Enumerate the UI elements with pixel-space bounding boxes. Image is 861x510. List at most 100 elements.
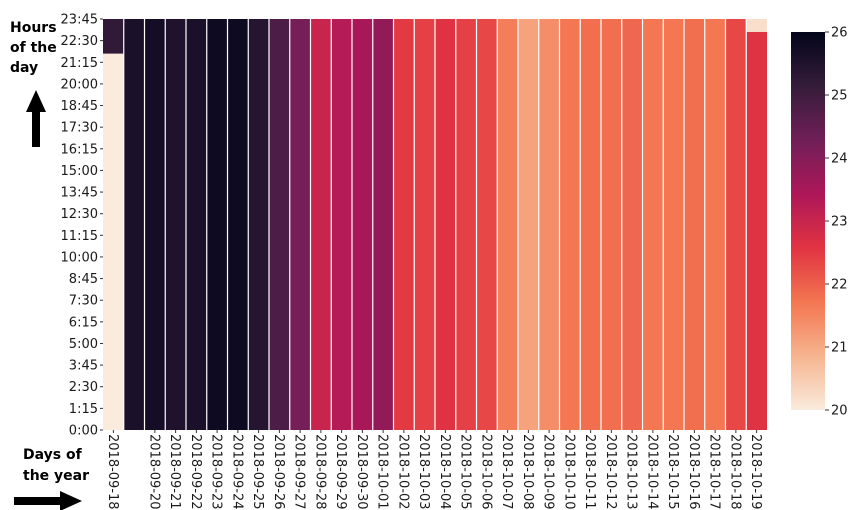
heatmap-column-2018-10-10 xyxy=(559,19,581,430)
heatmap-column-2018-10-01 xyxy=(372,19,394,430)
y-tick-label: 22:30 xyxy=(61,34,98,49)
x-tick-label: 2018-10-07 xyxy=(499,434,514,510)
x-tick-label: 2018-10-15 xyxy=(665,434,680,510)
y-tick-label: 11:15 xyxy=(61,229,98,244)
x-tick-label: 2018-09-29 xyxy=(333,434,348,510)
colorbar-tick-label: 23 xyxy=(831,215,848,230)
heatmap-column-2018-09-22 xyxy=(186,19,207,430)
heatmap-column-2018-10-08 xyxy=(518,19,539,430)
x-tick-label: 2018-09-26 xyxy=(271,434,286,510)
heatmap-column-2018-09-25 xyxy=(248,19,269,430)
y-tick-label: 8:45 xyxy=(69,272,98,287)
x-tick-label: 2018-10-19 xyxy=(748,434,763,510)
heatmap-column-2018-09-30 xyxy=(352,19,373,430)
heatmap-column-2018-10-12 xyxy=(601,19,622,430)
x-tick-label: 2018-10-09 xyxy=(541,434,556,510)
colorbar-tick-label: 25 xyxy=(831,89,848,104)
x-tick-label: 2018-10-10 xyxy=(561,434,576,510)
heatmap-column-2018-09-20 xyxy=(144,19,166,430)
heatmap-column-2018-10-16 xyxy=(684,19,705,430)
y-tick-label: 17:30 xyxy=(61,121,98,136)
heatmap-column-2018-09-28 xyxy=(310,19,332,430)
x-tick-label: 2018-09-27 xyxy=(292,434,307,510)
x-tick-label: 2018-10-05 xyxy=(458,434,473,510)
y-tick-label: 13:45 xyxy=(61,186,98,201)
x-tick-label: 2018-10-12 xyxy=(603,434,618,510)
y-tick-label: 21:15 xyxy=(61,56,98,71)
y-annotation-line-2: of the xyxy=(10,40,57,56)
heatmap-column-2018-10-15 xyxy=(663,19,684,430)
x-tick-label: 2018-09-20 xyxy=(146,434,161,510)
heatmap-column-2018-10-05 xyxy=(455,19,477,430)
heatmap-column-2018-10-02 xyxy=(393,19,415,430)
y-tick-label: 1:15 xyxy=(69,402,98,417)
up-arrow-icon xyxy=(26,90,46,147)
x-tick-label: 2018-10-04 xyxy=(437,434,452,510)
y-axis-annotation: Hours of the day xyxy=(10,20,57,147)
x-tick-label: 2018-10-02 xyxy=(395,434,410,510)
y-tick-label: 20:00 xyxy=(61,77,98,92)
colorbar-gradient xyxy=(791,32,825,410)
colorbar: 20 21 22 23 24 25 26 xyxy=(791,26,848,419)
y-tick-label: 18:45 xyxy=(61,99,98,114)
y-annotation-line-1: Hours xyxy=(10,20,57,36)
y-tick-label: 6:15 xyxy=(69,315,98,330)
heatmap-column-2018-10-11 xyxy=(580,19,601,430)
heatmap-column-2018-10-19 xyxy=(746,19,767,430)
heatmap-column-2018-09-27 xyxy=(289,19,311,430)
heatmap-column-2018-09-24 xyxy=(227,19,249,430)
x-tick-label: 2018-09-30 xyxy=(354,434,369,510)
x-tick-label: 2018-09-25 xyxy=(250,434,265,510)
heatmap-column-2018-09-19 xyxy=(123,19,145,430)
y-tick-label: 16:15 xyxy=(61,142,98,157)
y-tick-label: 23:45 xyxy=(61,13,98,28)
y-tick-label: 15:00 xyxy=(61,164,98,179)
x-tick-label: 2018-09-23 xyxy=(209,434,224,510)
heatmap-column-2018-10-13 xyxy=(621,19,643,430)
y-tick-label: 3:45 xyxy=(69,359,98,374)
y-tick-label: 0:00 xyxy=(69,424,98,439)
heatmap-column-2018-09-29 xyxy=(331,19,352,430)
x-tick-label: 2018-09-18 xyxy=(105,434,120,510)
x-tick-label: 2018-09-22 xyxy=(188,434,203,510)
heatmap-column-2018-10-18 xyxy=(725,19,747,430)
x-tick-label: 2018-10-11 xyxy=(582,434,597,510)
colorbar-tick-label: 24 xyxy=(831,152,848,167)
heatmap-column-2018-09-18 xyxy=(103,19,124,430)
y-annotation-line-3: day xyxy=(10,60,38,76)
heatmap-column-2018-10-06 xyxy=(476,19,498,430)
y-tick-label: 2:30 xyxy=(69,380,98,395)
heatmap-column-2018-09-21 xyxy=(165,19,186,430)
x-tick-label: 2018-09-21 xyxy=(167,434,182,510)
x-annotation-line-1: Days of xyxy=(23,447,83,463)
x-tick-label: 2018-10-13 xyxy=(624,434,639,510)
right-arrow-icon xyxy=(14,491,82,510)
x-tick-label: 2018-10-01 xyxy=(375,434,390,510)
heatmap-column-2018-10-03 xyxy=(414,19,435,430)
x-annotation-line-2: the year xyxy=(23,468,89,484)
heatmap-cell-2018-09-18-late xyxy=(103,19,124,54)
colorbar-tick-label: 22 xyxy=(831,278,848,293)
colorbar-tick-label: 26 xyxy=(831,26,848,41)
y-tick-label: 10:00 xyxy=(61,250,98,265)
x-tick-label: 2018-10-14 xyxy=(644,434,659,510)
heatmap-column-2018-10-17 xyxy=(704,19,726,430)
x-tick-label: 2018-10-08 xyxy=(520,434,535,510)
x-tick-label: 2018-09-24 xyxy=(229,434,244,510)
colorbar-tick-label: 21 xyxy=(831,341,848,356)
x-axis-ticks: 2018-09-18 2018-09-20 2018-09-21 2018-09-22… xyxy=(105,430,763,510)
heatmap-column-2018-09-26 xyxy=(269,19,290,430)
heatmap-column-2018-10-07 xyxy=(497,19,518,430)
y-tick-label: 7:30 xyxy=(69,294,98,309)
heatmap-column-2018-10-04 xyxy=(435,19,456,430)
colorbar-tick-label: 20 xyxy=(831,404,848,419)
colorbar-ticks: 20 21 22 23 24 25 26 xyxy=(825,26,848,419)
y-tick-label: 12:30 xyxy=(61,207,98,222)
heatmap-column-2018-09-23 xyxy=(206,19,228,430)
heatmap-column-2018-10-14 xyxy=(642,19,664,430)
y-axis-ticks: 0:00 1:15 2:30 3:45 5:00 6:15 7:30 8:45 10:00 11:… xyxy=(61,13,103,439)
heatmap-cell-2018-10-19-late xyxy=(746,19,767,32)
x-tick-label: 2018-10-03 xyxy=(416,434,431,510)
x-tick-label: 2018-10-17 xyxy=(707,434,722,510)
